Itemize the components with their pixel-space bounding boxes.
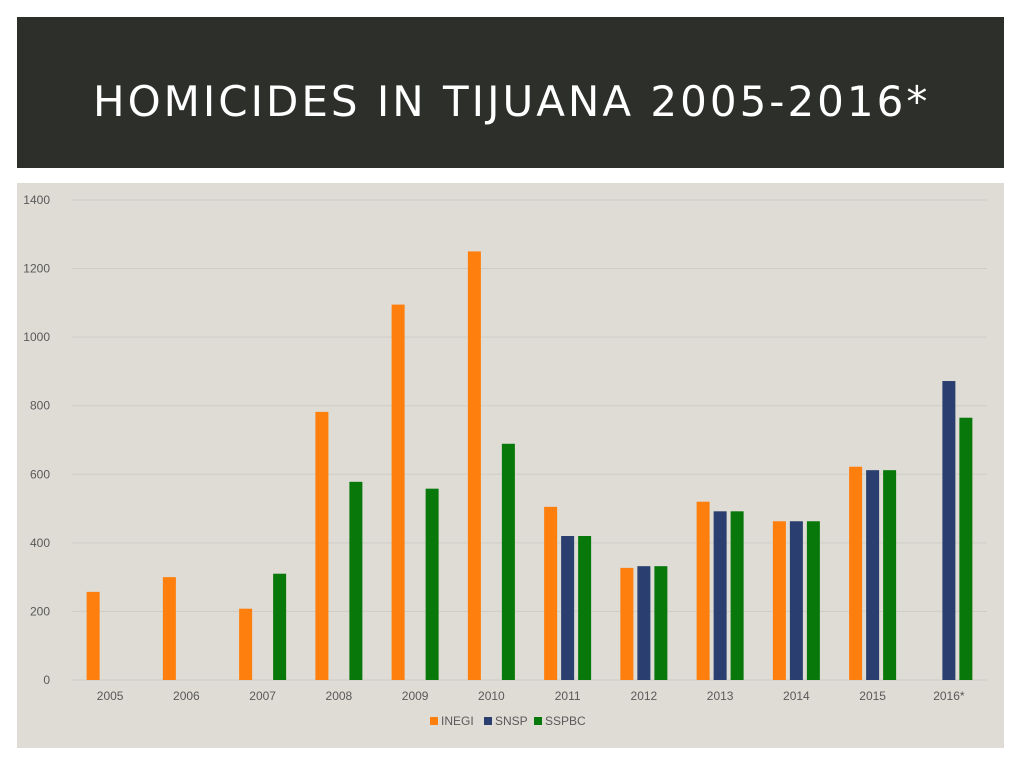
x-axis-ticks: 2005 2006 2007 2008 2009 2010 2011 2012 2013 2014… [97,689,965,703]
bar-inegi-2012 [620,567,634,680]
y-tick-label: 1400 [23,193,50,207]
y-tick-label: 1200 [23,262,50,276]
bar-sspbc-2016 [959,417,973,680]
gridlines [72,199,987,681]
x-tick-label: 2015 [859,689,886,703]
legend-label-inegi: INEGI [441,714,474,728]
legend: INEGI SNSP SSPBC [430,714,586,728]
bar-snsp-2011 [561,536,575,680]
x-tick-label: 2016* [933,689,965,703]
bar-inegi-2010 [467,251,481,680]
x-tick-label: 2011 [555,689,581,703]
title-bar: HOMICIDES IN TIJUANA 2005-2016* [17,17,1004,168]
x-tick-label: 2014 [783,689,810,703]
legend-label-sspbc: SSPBC [545,714,586,728]
x-tick-label: 2007 [249,689,276,703]
x-tick-label: 2006 [173,689,200,703]
x-tick-label: 2005 [97,689,124,703]
y-tick-label: 400 [30,536,50,550]
x-tick-label: 2012 [631,689,658,703]
legend-swatch-sspbc [534,717,542,725]
legend-label-snsp: SNSP [495,714,528,728]
bar-sspbc-2008 [349,481,363,680]
y-tick-label: 200 [30,604,50,618]
y-tick-label: 800 [30,399,50,413]
bar-inegi-2014 [772,521,786,680]
bar-sspbc-2011 [578,536,592,680]
chart-panel: 0 200 400 600 800 1000 1200 1400 2005 2006 2007 20… [17,183,1004,748]
bars [86,251,973,680]
x-tick-label: 2010 [478,689,505,703]
bar-inegi-2009 [391,304,405,680]
legend-swatch-snsp [484,717,492,725]
y-tick-label: 1000 [23,330,50,344]
bar-snsp-2015 [866,470,880,680]
x-tick-label: 2008 [326,689,353,703]
bar-sspbc-2009 [425,488,439,680]
bar-inegi-2007 [239,608,253,680]
bar-inegi-2008 [315,411,329,680]
bar-snsp-2013 [713,511,727,680]
bar-sspbc-2007 [273,573,287,680]
bar-inegi-2006 [162,577,176,680]
y-tick-label: 600 [30,467,50,481]
bar-inegi-2013 [696,501,710,680]
bar-inegi-2015 [849,466,863,680]
bar-snsp-2014 [789,521,803,680]
x-tick-label: 2013 [707,689,734,703]
bar-sspbc-2015 [883,470,897,680]
bar-inegi-2011 [544,506,558,680]
bar-sspbc-2012 [654,566,668,680]
bar-sspbc-2013 [730,511,744,680]
bar-sspbc-2010 [501,443,515,680]
y-tick-label: 0 [43,673,50,687]
bar-inegi-2005 [86,591,100,680]
bar-snsp-2012 [637,566,651,680]
bar-snsp-2016 [942,381,956,680]
x-tick-label: 2009 [402,689,429,703]
y-axis-ticks: 0 200 400 600 800 1000 1200 1400 [23,193,50,687]
legend-swatch-inegi [430,717,438,725]
slide-title: HOMICIDES IN TIJUANA 2005-2016* [93,77,931,126]
bar-sspbc-2014 [806,521,820,680]
